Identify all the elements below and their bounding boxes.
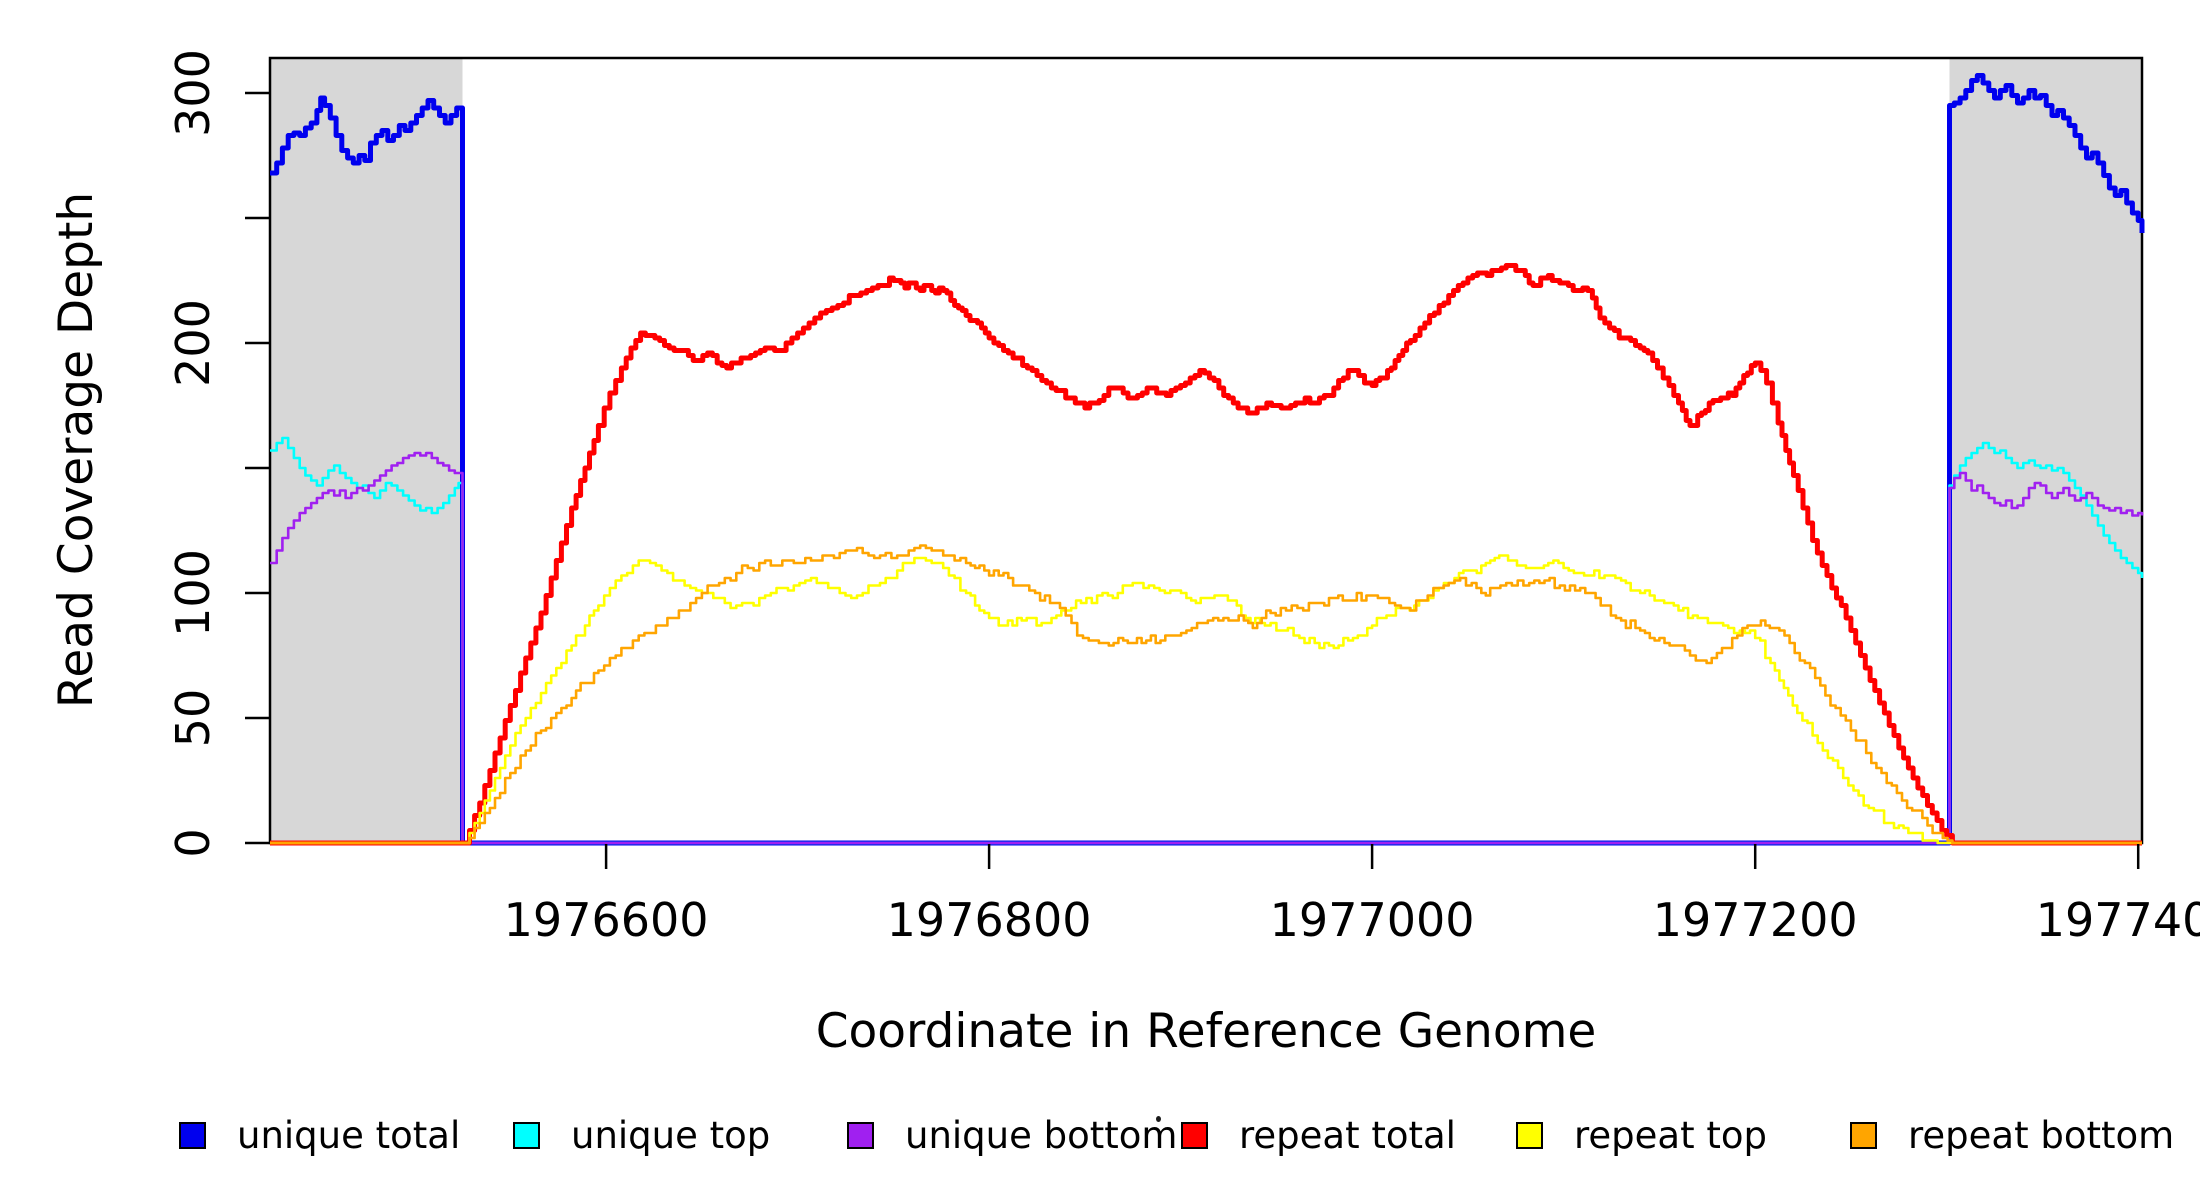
series-unique-top-line [270,436,2144,845]
legend-label-unique-bottom: unique bottom [905,1113,1178,1157]
legend-label-unique-total: unique total [237,1113,461,1157]
y-tick-label: 50 [166,689,220,748]
legend-swatch-repeat-total [1181,1121,1208,1149]
left-flank-shade [270,58,463,843]
series-repeat-total-line [270,263,2142,846]
legend-item-repeat-top: repeat top [1516,1114,1767,1157]
x-tick-label: 1977000 [1270,893,1475,947]
legend-swatch-repeat-bottom [1850,1121,1877,1149]
legend-swatch-unique-top [513,1121,540,1149]
legend-label-unique-top: unique top [571,1113,771,1157]
y-tick-label: 0 [166,828,220,857]
legend-swatch-unique-bottom [847,1121,874,1149]
series-repeat-bottom-line [270,544,2142,845]
legend-item-repeat-total: repeat total [1181,1114,1456,1157]
legend-swatch-unique-total [179,1121,206,1149]
legend-swatch-repeat-top [1516,1121,1543,1149]
x-tick-label: 1976800 [887,893,1092,947]
y-axis: 0 50 100 200 300 [166,49,270,858]
legend-label-repeat-total: repeat total [1239,1113,1456,1157]
y-tick-label: 300 [166,49,220,137]
legend-item-unique-top: unique top [513,1114,770,1157]
series-unique-bottom-line [270,451,2144,845]
y-tick-label: 100 [166,549,220,637]
legend-item-repeat-bottom: repeat bottom [1850,1114,2174,1157]
y-axis-title: Read Coverage Depth [49,192,104,708]
series-lines [270,73,2145,846]
legend-item-unique-total: unique total [179,1114,460,1157]
legend-label-repeat-top: repeat top [1574,1113,1767,1157]
x-tick-label: 1977200 [1653,893,1858,947]
series-repeat-top-line [270,554,2142,845]
stray-mark [1156,1116,1161,1122]
legend-item-unique-bottom: unique bottom [847,1114,1177,1157]
x-axis-title: Coordinate in Reference Genome [816,1004,1597,1059]
legend-label-repeat-bottom: repeat bottom [1908,1113,2175,1157]
y-tick-label: 200 [166,299,220,387]
x-tick-label: 1976600 [504,893,709,947]
